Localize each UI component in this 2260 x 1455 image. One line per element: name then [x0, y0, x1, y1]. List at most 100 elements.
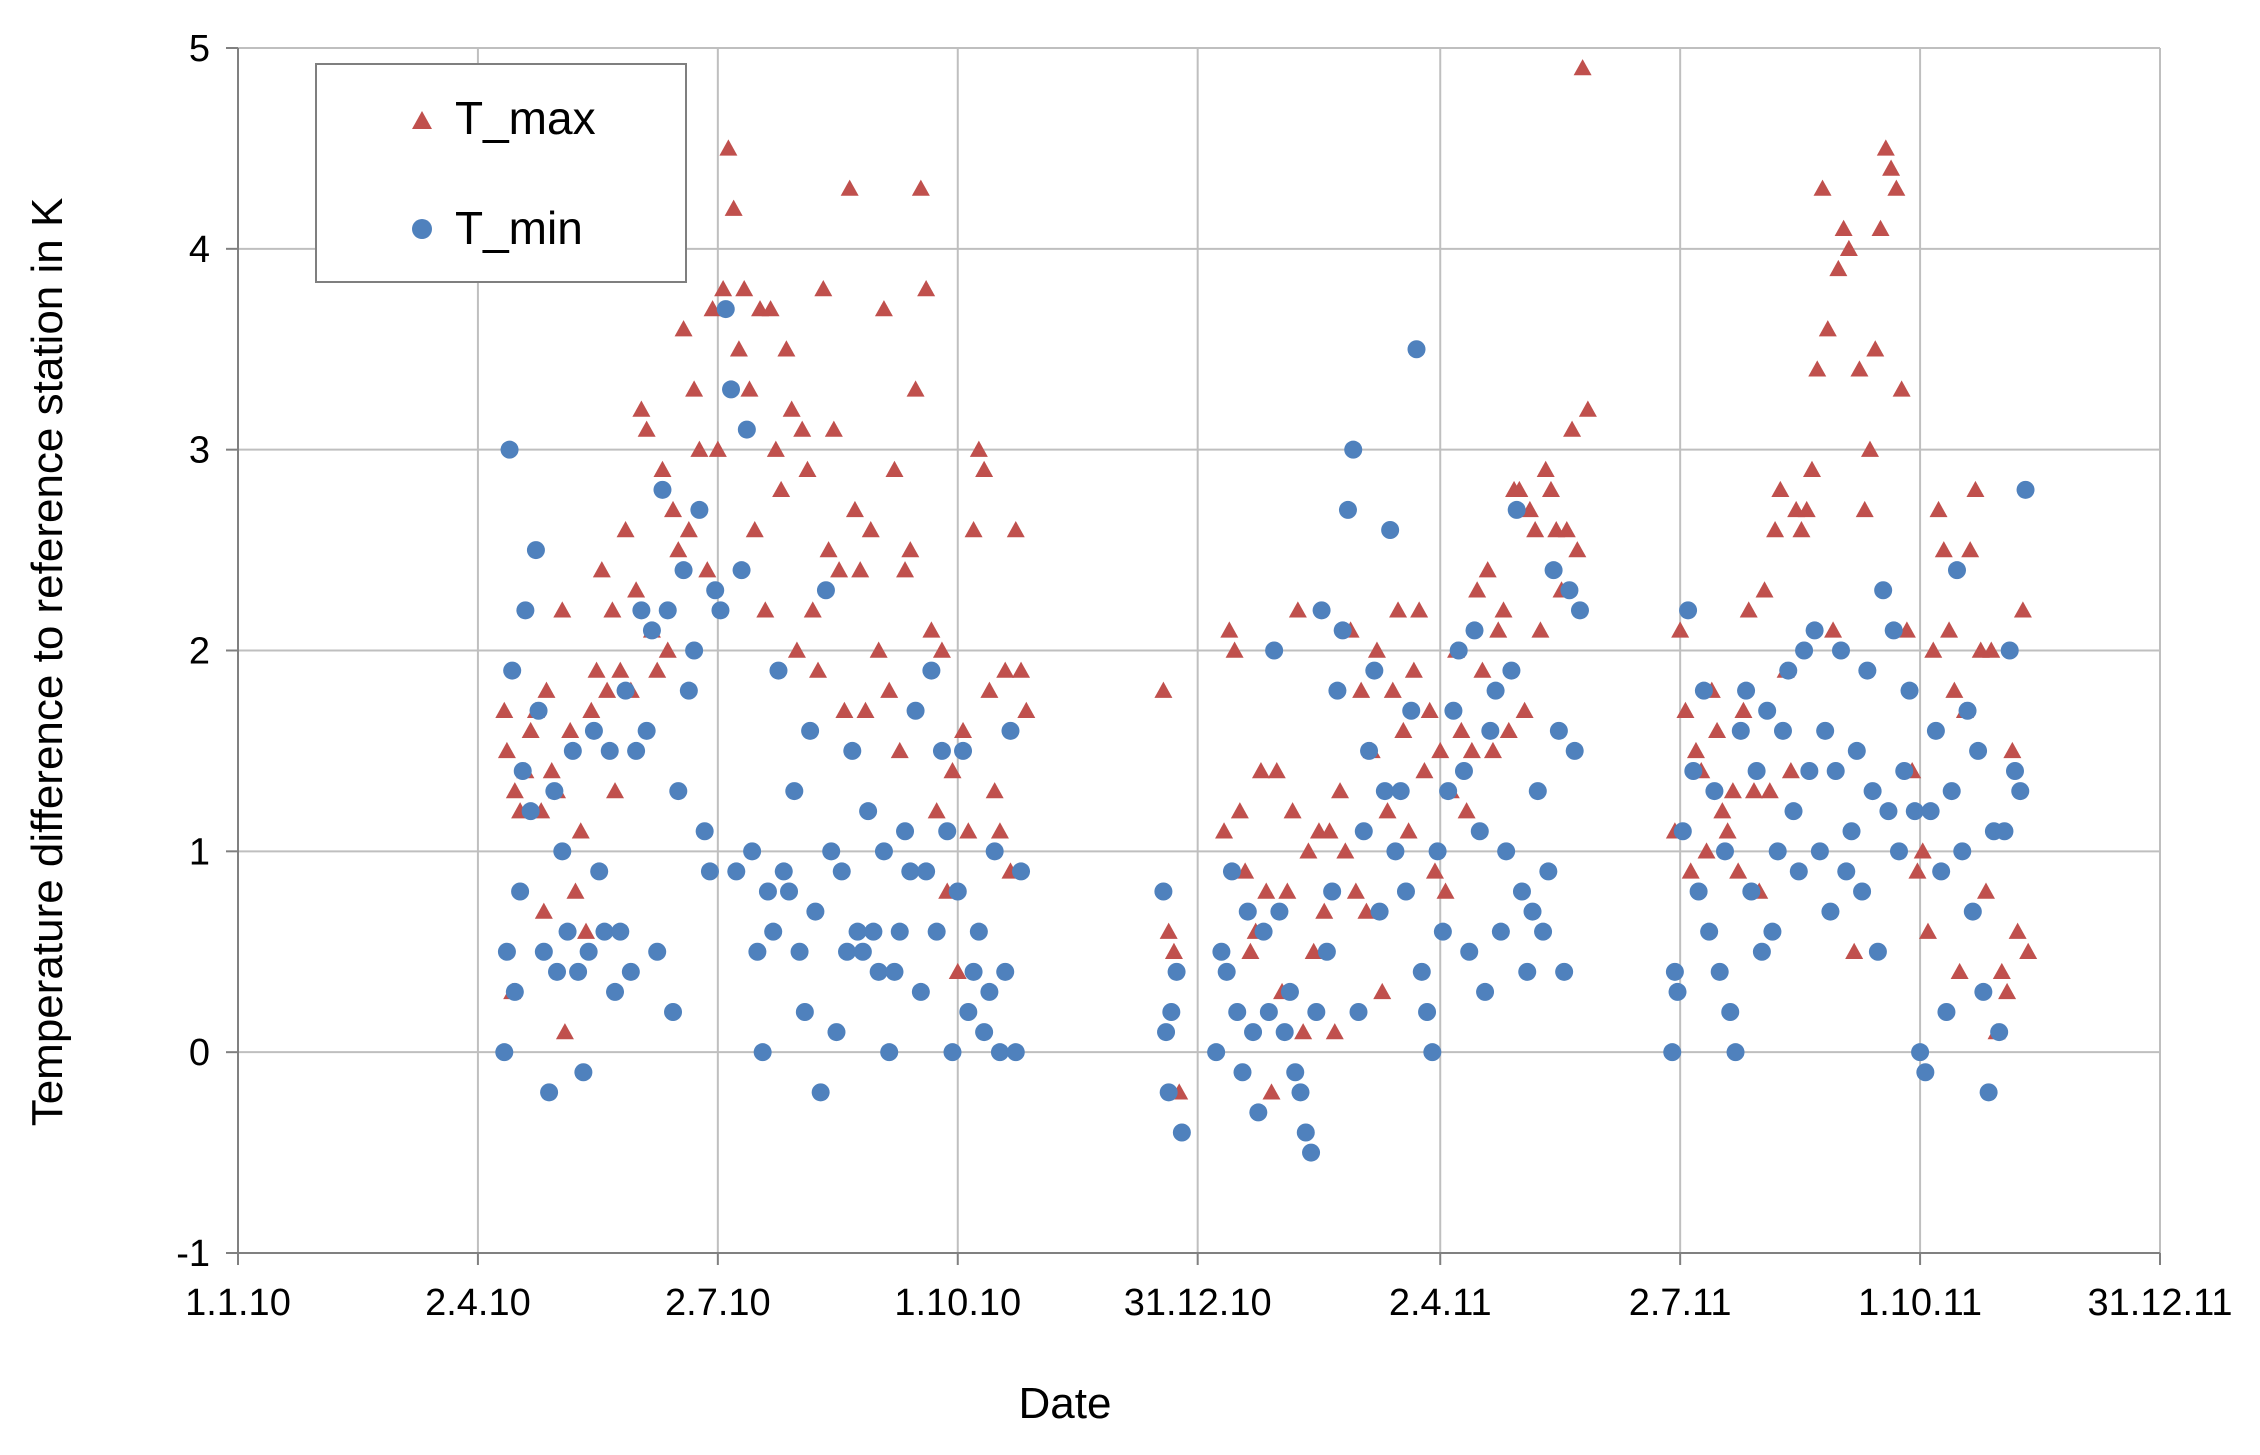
- y-tick-label: 3: [189, 430, 210, 472]
- data-point-t-min: [1228, 1003, 1247, 1021]
- data-point-t-min: [621, 962, 640, 981]
- data-point-t-min: [1370, 902, 1389, 921]
- x-tick-label: 1.1.10: [185, 1282, 291, 1324]
- data-point-t-min: [869, 962, 888, 981]
- data-point-t-min: [885, 962, 904, 981]
- data-point-t-min: [1737, 681, 1756, 700]
- data-point-t-min: [1947, 561, 1966, 580]
- data-point-t-max: [724, 199, 743, 216]
- data-point-t-min: [711, 601, 730, 620]
- data-point-t-min: [975, 1023, 994, 1042]
- data-point-t-min: [505, 982, 524, 1001]
- data-point-t-min: [843, 741, 862, 760]
- data-point-t-max: [1541, 480, 1560, 498]
- data-point-t-max: [674, 320, 693, 337]
- data-point-t-min: [611, 922, 630, 941]
- data-point-t-min: [1534, 922, 1553, 941]
- data-point-t-min: [811, 1083, 830, 1102]
- data-point-t-max: [1676, 701, 1695, 718]
- data-point-t-max: [1897, 621, 1916, 638]
- data-point-t-max: [896, 561, 915, 578]
- data-point-t-max: [616, 521, 635, 538]
- data-point-t-min: [722, 380, 741, 399]
- data-point-t-max: [787, 641, 806, 658]
- data-point-t-max: [1536, 460, 1555, 477]
- data-point-t-min: [1159, 1083, 1178, 1102]
- data-point-t-min: [758, 882, 777, 901]
- data-point-t-max: [975, 460, 994, 477]
- data-point-t-min: [917, 862, 936, 881]
- data-point-t-max: [761, 300, 780, 317]
- data-point-t-min: [1958, 701, 1977, 720]
- data-point-t-min: [1433, 922, 1452, 941]
- data-point-t-min: [790, 942, 809, 961]
- data-point-t-min: [880, 1043, 899, 1062]
- data-point-t-min: [1402, 701, 1421, 720]
- data-point-t-min: [1673, 822, 1692, 841]
- data-point-t-min: [658, 601, 677, 620]
- data-point-t-min: [1565, 741, 1584, 760]
- data-point-t-max: [756, 601, 775, 618]
- data-point-t-min: [848, 922, 867, 941]
- data-point-t-min: [1396, 882, 1415, 901]
- data-point-t-min: [890, 922, 909, 941]
- data-point-t-max: [851, 561, 870, 578]
- data-point-t-max: [592, 561, 611, 578]
- data-point-t-min: [1460, 942, 1479, 961]
- data-point-t-max: [1164, 942, 1183, 959]
- data-point-t-min: [513, 762, 532, 780]
- data-point-t-max: [1940, 621, 1959, 638]
- data-point-t-min: [1758, 701, 1777, 720]
- data-point-t-max: [1845, 942, 1864, 959]
- data-point-t-max: [1976, 882, 1995, 899]
- x-axis-title: Date: [1019, 1379, 1112, 1428]
- data-point-t-max: [1681, 862, 1700, 879]
- data-point-t-max: [1771, 480, 1790, 498]
- data-point-t-min: [1995, 822, 2014, 841]
- data-point-t-max: [1389, 601, 1408, 618]
- data-point-t-max: [809, 661, 828, 678]
- data-point-t-min: [1507, 500, 1526, 519]
- data-point-t-min: [500, 440, 519, 459]
- data-point-t-max: [1729, 862, 1748, 879]
- legend-marker-t-min: [412, 219, 432, 239]
- data-point-t-max: [637, 420, 656, 437]
- data-point-t-max: [1383, 681, 1402, 698]
- data-point-t-max: [1934, 541, 1953, 558]
- x-tick-label: 1.10.10: [894, 1282, 1021, 1324]
- data-point-t-max: [505, 782, 524, 799]
- data-point-t-min: [1979, 1083, 1998, 1102]
- x-tick-label: 2.4.11: [1389, 1282, 1492, 1324]
- data-point-t-max: [1262, 1083, 1281, 1100]
- data-point-t-max: [542, 762, 561, 779]
- data-point-t-max: [1802, 460, 1821, 477]
- data-point-t-max: [1929, 500, 1948, 518]
- data-point-t-min: [769, 661, 788, 680]
- data-point-t-max: [577, 922, 596, 939]
- data-point-t-min: [1317, 942, 1336, 961]
- data-point-t-max: [803, 601, 822, 618]
- data-point-t-max: [1378, 802, 1397, 819]
- data-point-t-min: [1428, 842, 1447, 861]
- data-point-t-max: [1808, 360, 1827, 377]
- data-point-t-min: [706, 581, 725, 600]
- data-point-t-min: [1726, 1043, 1745, 1062]
- data-point-t-max: [648, 661, 667, 678]
- data-point-t-min: [1665, 962, 1684, 981]
- data-point-t-max: [824, 420, 843, 437]
- data-point-t-min: [737, 420, 756, 439]
- data-point-t-min: [1821, 902, 1840, 921]
- data-point-t-min: [1842, 822, 1861, 841]
- data-point-t-min: [1001, 721, 1020, 740]
- data-point-t-max: [1346, 882, 1365, 899]
- data-point-t-min: [1816, 721, 1835, 740]
- data-point-t-max: [782, 400, 801, 417]
- data-point-t-max: [1304, 942, 1323, 959]
- data-point-t-max: [840, 179, 859, 196]
- legend-circle-icon: [412, 219, 432, 239]
- data-point-t-min: [1549, 721, 1568, 740]
- data-point-t-min: [1302, 1143, 1321, 1162]
- data-point-t-min: [1418, 1003, 1437, 1021]
- y-tick-label: 4: [189, 229, 210, 271]
- data-point-t-min: [959, 1003, 978, 1021]
